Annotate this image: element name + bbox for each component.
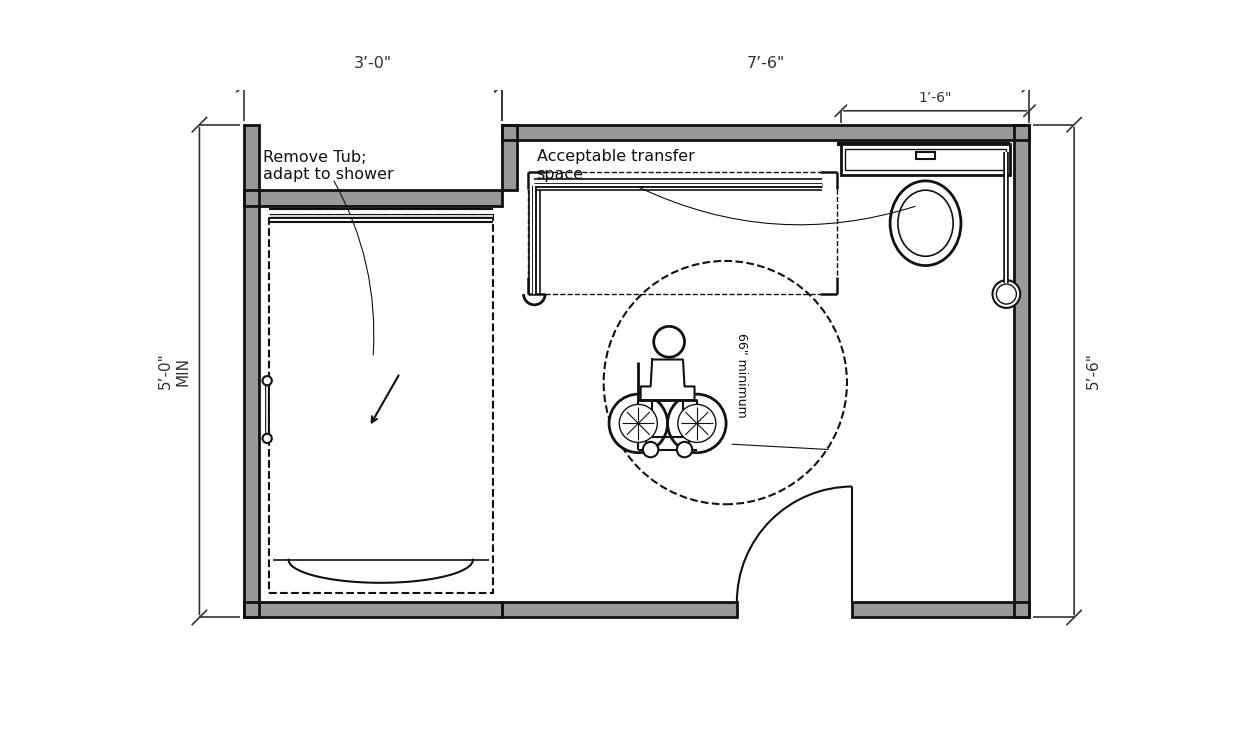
Bar — [244, 190, 502, 206]
Text: 66" minimum: 66" minimum — [735, 332, 748, 417]
Bar — [269, 214, 492, 592]
Bar — [1014, 124, 1030, 617]
Circle shape — [262, 433, 271, 443]
Bar — [853, 602, 1030, 617]
Bar — [916, 152, 935, 159]
Bar — [244, 124, 260, 617]
Circle shape — [676, 442, 692, 458]
Circle shape — [654, 326, 685, 357]
Ellipse shape — [890, 181, 961, 266]
Bar — [244, 602, 502, 617]
Circle shape — [668, 394, 726, 453]
Circle shape — [619, 404, 658, 442]
Bar — [1014, 124, 1030, 617]
Circle shape — [678, 404, 716, 442]
Circle shape — [262, 376, 271, 386]
Bar — [503, 124, 518, 190]
Bar — [853, 602, 1030, 617]
Circle shape — [642, 442, 659, 458]
Bar — [503, 124, 1030, 140]
Text: 5’-0"
MIN: 5’-0" MIN — [158, 352, 190, 389]
Bar — [503, 124, 518, 190]
Ellipse shape — [898, 190, 954, 256]
Polygon shape — [641, 359, 695, 401]
Circle shape — [609, 394, 668, 453]
Circle shape — [992, 280, 1020, 308]
Text: 3’-0": 3’-0" — [354, 56, 392, 70]
Text: 7’-6": 7’-6" — [746, 56, 785, 70]
Circle shape — [996, 284, 1016, 304]
Text: 5’-6": 5’-6" — [1086, 352, 1101, 389]
Bar — [841, 144, 1010, 175]
Text: Acceptable transfer
space: Acceptable transfer space — [536, 149, 695, 182]
Text: Remove Tub;
adapt to shower: Remove Tub; adapt to shower — [264, 150, 394, 182]
Bar — [244, 124, 260, 617]
Bar — [518, 140, 1014, 602]
Bar — [244, 602, 502, 617]
Bar — [503, 124, 1030, 140]
Text: 1’-6": 1’-6" — [919, 91, 952, 105]
Bar — [503, 602, 738, 617]
Bar — [244, 190, 502, 206]
Bar — [845, 148, 1005, 170]
Bar — [260, 206, 502, 602]
Bar — [503, 602, 738, 617]
